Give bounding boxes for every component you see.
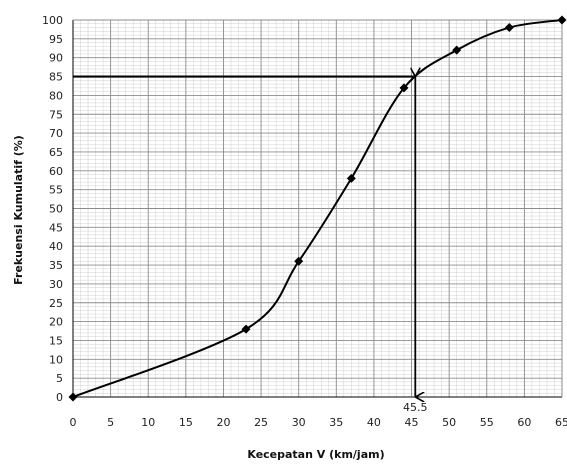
- x-tick-label: 5: [107, 416, 114, 429]
- y-tick-label: 10: [49, 353, 63, 366]
- data-point: [294, 256, 304, 266]
- y-tick-label: 55: [49, 184, 63, 197]
- grid: [72, 19, 563, 398]
- y-tick-label: 5: [56, 372, 63, 385]
- data-point: [346, 173, 356, 183]
- x-tick-label: 35: [329, 416, 343, 429]
- y-tick-label: 40: [49, 240, 63, 253]
- x-tick-label: 65: [555, 416, 567, 429]
- y-tick-label: 60: [49, 165, 63, 178]
- data-point: [399, 83, 409, 93]
- reference-value-label: 45.5: [403, 401, 428, 414]
- y-tick-label: 70: [49, 127, 63, 140]
- y-tick-label: 20: [49, 316, 63, 329]
- y-tick-label: 30: [49, 278, 63, 291]
- x-tick-label: 0: [70, 416, 77, 429]
- axes: [72, 19, 563, 398]
- y-tick-label: 100: [42, 14, 63, 27]
- y-tick-label: 25: [49, 297, 63, 310]
- data-point: [68, 392, 78, 402]
- y-tick-label: 0: [56, 391, 63, 404]
- x-tick-label: 55: [480, 416, 494, 429]
- y-tick-label: 90: [49, 52, 63, 65]
- y-tick-label: 75: [49, 108, 63, 121]
- y-tick-label: 85: [49, 71, 63, 84]
- series: [68, 15, 567, 402]
- x-tick-label: 60: [517, 416, 531, 429]
- x-tick-label: 20: [216, 416, 230, 429]
- y-tick-label: 15: [49, 334, 63, 347]
- x-tick-label: 10: [141, 416, 155, 429]
- y-tick-label: 65: [49, 146, 63, 159]
- data-point: [452, 45, 462, 55]
- y-tick-label: 80: [49, 89, 63, 102]
- x-tick-label: 25: [254, 416, 268, 429]
- y-tick-label: 95: [49, 33, 63, 46]
- y-tick-label: 50: [49, 203, 63, 216]
- x-tick-label: 15: [179, 416, 193, 429]
- y-tick-label: 45: [49, 221, 63, 234]
- series-line: [72, 19, 563, 398]
- x-tick-label: 50: [442, 416, 456, 429]
- data-point: [557, 15, 567, 25]
- data-point: [504, 23, 514, 33]
- y-tick-label: 35: [49, 259, 63, 272]
- x-axis-title: Kecepatan V (km/jam): [247, 448, 384, 461]
- reference-lines: 45.5: [73, 77, 428, 414]
- x-tick-label: 30: [292, 416, 306, 429]
- tick-labels: 0 5 10 15 20 25 30 35 40 45 50 55 60 65 0 5 10 15 20 25 30 35…: [42, 14, 567, 429]
- x-tick-label: 40: [367, 416, 381, 429]
- x-tick-label: 45: [405, 416, 419, 429]
- y-axis-title: Frekuensi Kumulatif (%): [12, 135, 25, 285]
- data-point: [241, 324, 251, 334]
